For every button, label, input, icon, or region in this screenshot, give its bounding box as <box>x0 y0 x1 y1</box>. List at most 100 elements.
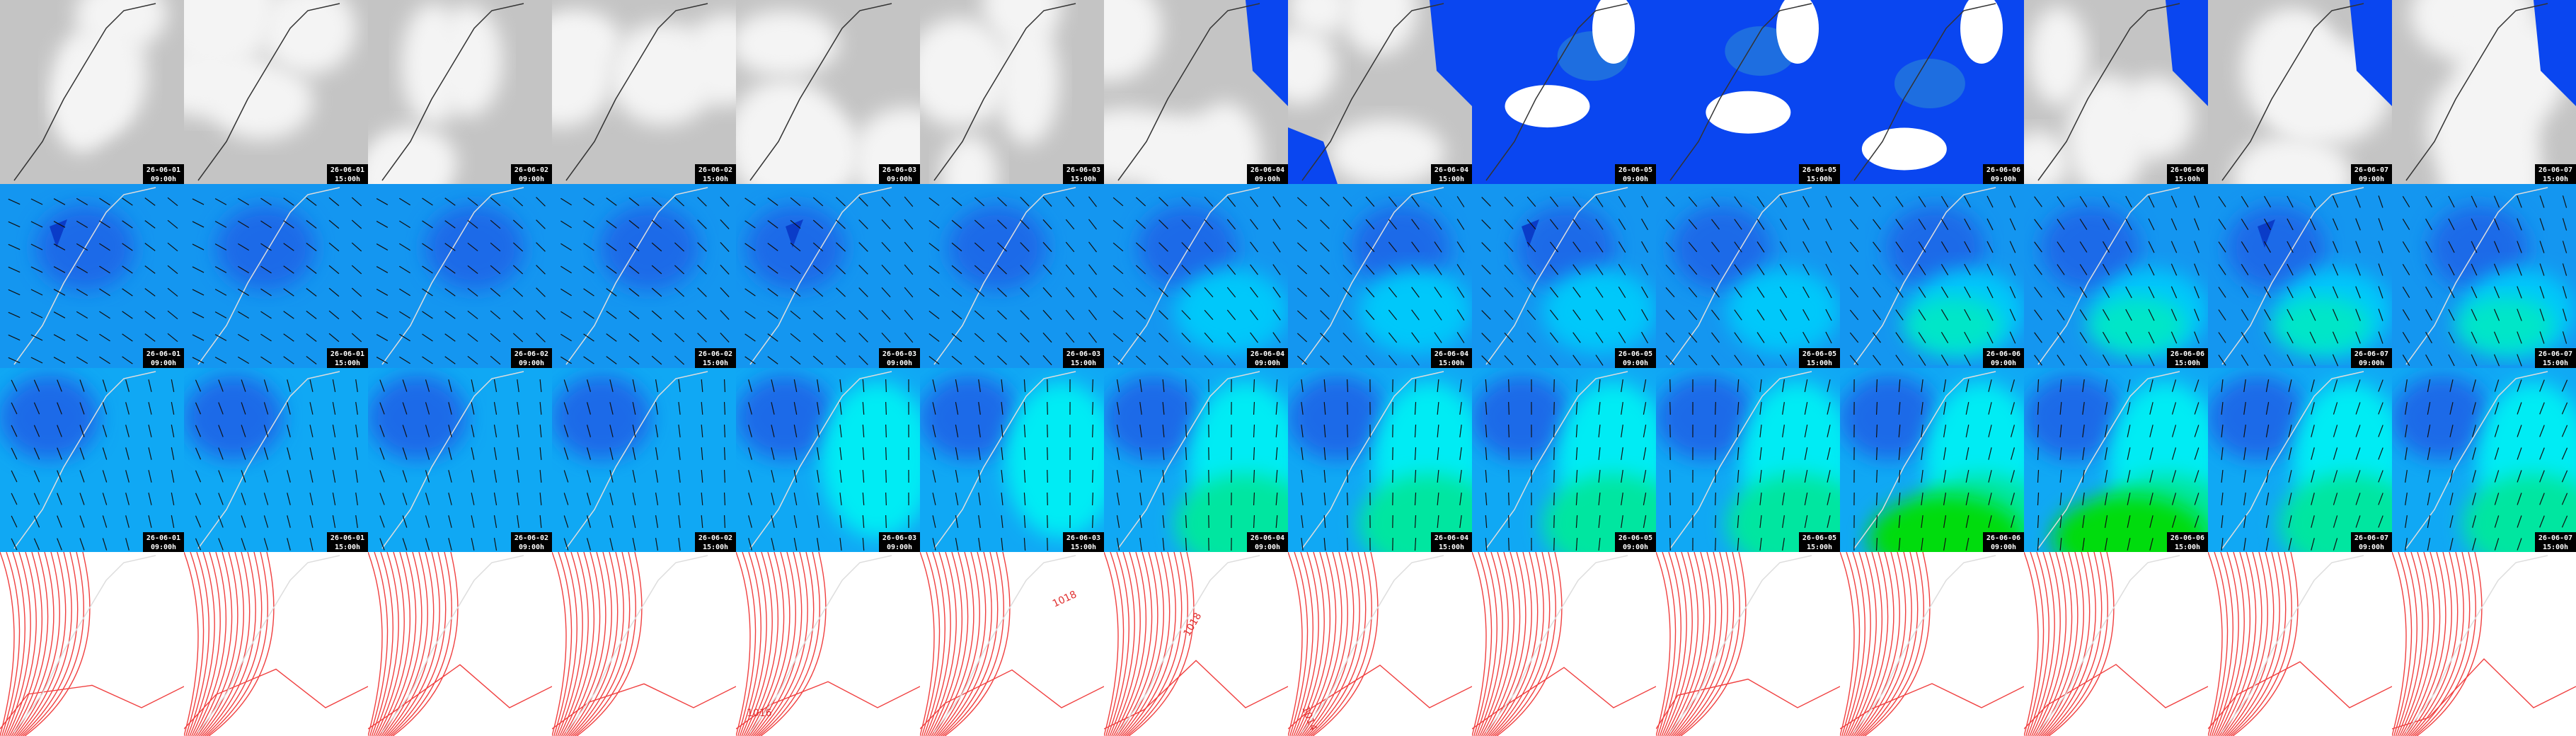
wind-arrow <box>2127 425 2131 437</box>
wind-arrow <box>839 514 842 529</box>
wind-arrow <box>1715 379 1716 393</box>
wind-arrow <box>1485 514 1488 529</box>
wind-arrow <box>1323 424 1326 438</box>
isobar <box>2400 552 2435 736</box>
coastline <box>197 555 340 733</box>
wind-arrow <box>1001 514 1004 529</box>
wind-arrow <box>1921 379 1924 393</box>
wind-arrow <box>8 198 21 205</box>
wind-arrow <box>306 288 317 297</box>
isobar <box>1496 552 1563 736</box>
wind-arrow <box>587 447 591 460</box>
isobar <box>390 552 452 736</box>
wind-arrow <box>1940 241 1949 253</box>
wind-arrow <box>2402 287 2410 298</box>
wind-arrow <box>1804 515 1808 528</box>
map-tile <box>736 552 920 736</box>
wind-arrow <box>1226 264 1236 275</box>
wind-arrow <box>1253 424 1255 438</box>
wind-arrow <box>748 402 752 415</box>
wind-arrow <box>1162 401 1165 415</box>
wind-arrow <box>881 287 891 298</box>
wind-arrow <box>1715 424 1716 438</box>
wind-arrow <box>2378 286 2384 299</box>
wind-arrow <box>1434 196 1442 207</box>
field-blob <box>736 375 835 460</box>
field-blob <box>2226 205 2326 290</box>
isobar <box>2024 664 2208 730</box>
wind-arrow <box>471 515 475 528</box>
wind-arrow <box>1088 196 1097 207</box>
wind-arrow <box>1456 219 1465 230</box>
wind-arrow <box>2241 196 2249 207</box>
wind-arrow <box>402 447 408 460</box>
wind-arrow <box>1296 265 1308 275</box>
wind-arrow <box>2221 447 2224 461</box>
wind-arrow <box>309 379 314 392</box>
wind-arrow <box>793 493 798 505</box>
map-tile <box>1288 552 1472 736</box>
wind-arrow <box>1459 493 1462 505</box>
stamp-bg <box>1063 164 1104 184</box>
wind-arrow <box>674 355 685 365</box>
wind-arrow <box>1526 196 1536 207</box>
wind-arrow <box>11 470 18 483</box>
wind-arrow <box>1759 537 1762 551</box>
isobar <box>376 552 411 736</box>
wind-arrow <box>674 310 685 320</box>
wind-arrow <box>122 265 133 274</box>
wind-arrow <box>2472 493 2476 505</box>
wind-arrow <box>1342 219 1352 229</box>
wind-arrow <box>422 288 433 297</box>
coastline <box>197 371 340 549</box>
wind-arrow <box>701 492 703 506</box>
wind-arrow <box>467 310 478 320</box>
wind-arrow <box>1253 401 1255 415</box>
wind-arrow <box>1481 355 1491 365</box>
wind-arrow <box>1088 332 1097 343</box>
wind-arrow <box>2082 402 2085 415</box>
wind-arrow <box>309 470 314 483</box>
map-tile <box>0 184 184 368</box>
wind-arrow <box>33 493 40 505</box>
wind-arrow <box>241 538 246 551</box>
wind-arrow <box>771 470 775 483</box>
wind-arrow <box>536 333 546 343</box>
wind-arrow <box>1734 309 1742 321</box>
wind-arrow <box>1112 287 1124 297</box>
wind-arrow <box>978 493 981 505</box>
wind-arrow <box>448 425 452 437</box>
wind-arrow <box>1921 469 1924 483</box>
stamp-time: 15:00h <box>1071 544 1096 551</box>
wind-arrow <box>2539 425 2545 437</box>
wind-arrow <box>148 515 152 528</box>
coastline <box>2405 187 2548 365</box>
isobar <box>187 552 209 736</box>
map-tile <box>1840 184 2024 368</box>
wind-arrow <box>1504 196 1514 207</box>
isobar <box>184 552 199 736</box>
wind-arrow <box>351 242 362 252</box>
wind-arrow <box>214 357 227 364</box>
tile-bg <box>0 552 184 736</box>
wind-arrow <box>1988 515 1992 528</box>
wind-arrow <box>2059 401 2062 415</box>
wind-arrow <box>30 334 43 341</box>
wind-arrow <box>99 356 110 364</box>
wind-arrow <box>655 515 659 528</box>
wind-arrow <box>2288 402 2292 415</box>
wind-arrow <box>2493 263 2500 276</box>
wind-arrow <box>697 197 707 207</box>
wind-arrow <box>122 243 133 251</box>
wind-arrow <box>628 310 640 320</box>
wind-arrow <box>2287 286 2294 299</box>
wind-arrow <box>2104 379 2108 392</box>
wind-arrow <box>309 402 314 415</box>
wind-arrow <box>1688 196 1698 207</box>
wind-arrow <box>1711 355 1720 366</box>
isobar <box>2045 552 2103 736</box>
stamp-date: 26-06-03 <box>1066 350 1100 358</box>
wind-arrow <box>1181 219 1191 229</box>
field-blob <box>684 13 736 106</box>
stamp-bg <box>327 348 368 368</box>
